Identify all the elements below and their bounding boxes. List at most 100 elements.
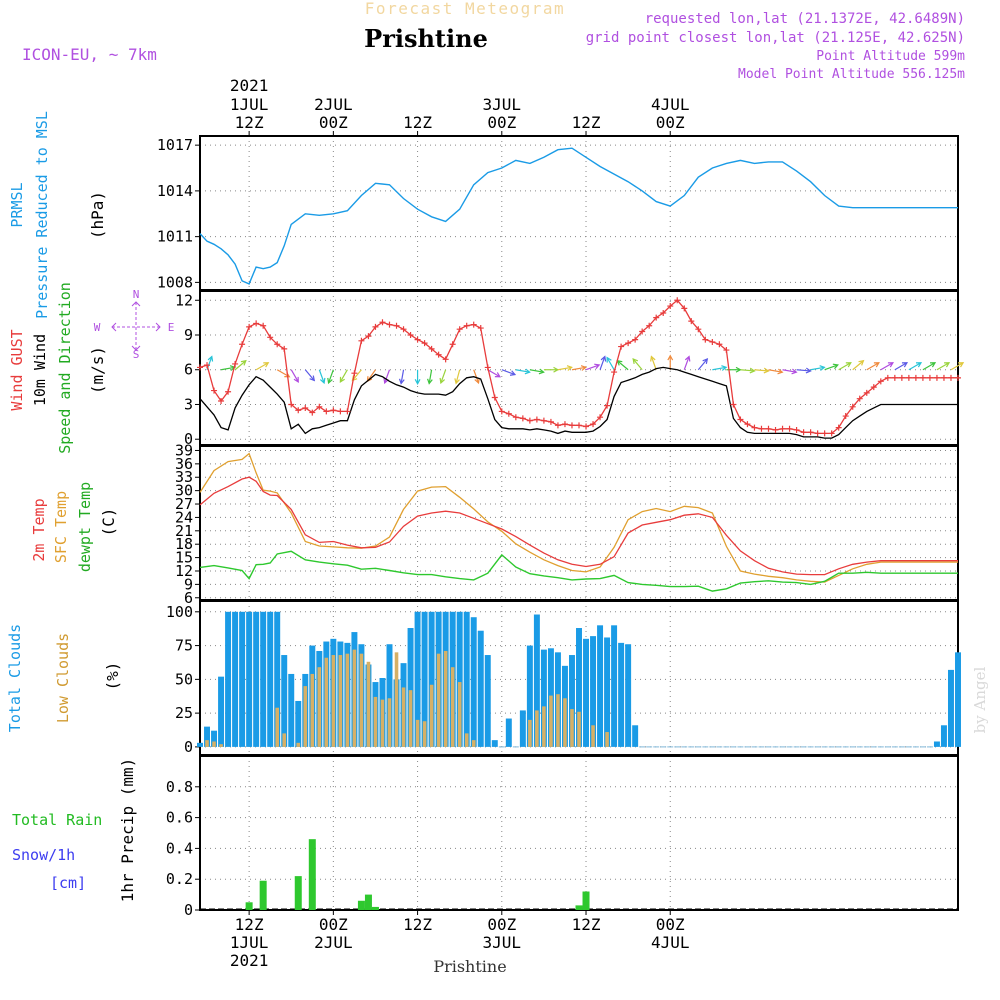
gust-marker (716, 341, 723, 348)
wind-unit: (m/s) (88, 346, 107, 394)
gust-marker (477, 325, 484, 332)
wind-arrow (950, 362, 965, 371)
total-cloud-bar (421, 611, 428, 747)
compass-s: S (133, 348, 140, 361)
low-cloud-bar (331, 655, 336, 747)
wind-arrow (543, 366, 560, 373)
low-cloud-bar (471, 740, 476, 747)
wind-arrow (557, 365, 573, 371)
total-cloud-bar (519, 710, 526, 747)
total-cloud-bar (260, 611, 267, 747)
gust-marker (800, 429, 807, 436)
temperature-ytick-label: 27 (175, 495, 193, 513)
gust-marker (955, 374, 961, 381)
wind-arrow (667, 354, 674, 370)
total-cloud-bar (568, 655, 575, 747)
gust-marker (365, 333, 372, 340)
rain-bar (259, 880, 267, 910)
rain-total-label: Total Rain (12, 811, 102, 829)
info-line-3: Point Altitude 599m (816, 49, 965, 64)
gust-marker (688, 318, 695, 325)
precip-ytick-label: 0.4 (166, 839, 193, 857)
gust-marker (772, 426, 779, 433)
top-axis-year: 2021 (230, 76, 269, 95)
precip-ytick-label: 0.8 (166, 778, 193, 796)
bottom-axis-year: 2021 (230, 951, 269, 970)
gust-marker (463, 322, 470, 329)
wind-arrow (838, 362, 852, 371)
wind-arrow (880, 362, 895, 371)
gust-marker (842, 413, 849, 420)
wind-ytick-label: 0 (184, 430, 193, 448)
wind-arrow (866, 362, 880, 371)
wind-arrow (414, 369, 421, 385)
wind-arrow (327, 369, 334, 385)
gust-marker (611, 369, 618, 376)
bottom-axis-date: 4JUL (651, 933, 690, 952)
gust-label: Wind GUST (8, 329, 26, 410)
low-cloud-bar (563, 698, 567, 747)
gust-marker (653, 314, 660, 321)
gust-marker (632, 336, 639, 343)
pressure-label-2: Pressure Reduced to MSL (33, 111, 51, 319)
total-cloud-bar (611, 625, 618, 747)
top-axis-hour: 00Z (656, 113, 685, 132)
wind-arrow (754, 367, 770, 374)
low-cloud-bar (345, 653, 350, 747)
total-cloud-bar (463, 611, 470, 747)
wind-arrow (616, 359, 629, 371)
wind-arrow (398, 369, 405, 385)
low-cloud-bar (549, 695, 553, 747)
temperature-ytick-label: 18 (175, 535, 193, 553)
gust-marker (239, 341, 246, 348)
wind-arrow (768, 368, 784, 375)
low-cloud-bar (394, 652, 399, 747)
total-cloud-bar (295, 700, 302, 747)
wind-arrow (936, 362, 951, 371)
gust-marker (863, 389, 870, 396)
gust-marker (870, 384, 877, 391)
top-axis-hour: 12Z (572, 113, 601, 132)
precip-ytick-label: 0 (184, 901, 193, 919)
temperature-ytick-label: 39 (175, 441, 193, 459)
wind-arrow (487, 369, 501, 378)
gust-marker (295, 407, 302, 414)
bottom-axis-hour: 00Z (319, 915, 348, 934)
total-cloud-bar (604, 637, 611, 747)
temperature-ytick-label: 36 (175, 455, 193, 473)
precip-ytick-label: 0.6 (166, 809, 193, 827)
wind-arrow (339, 369, 348, 383)
gust-marker (351, 370, 358, 377)
gust-marker (912, 374, 919, 381)
rain-bar (294, 876, 302, 910)
gust-marker (344, 408, 351, 415)
compass-w: W (94, 321, 101, 334)
wind-arrow (697, 358, 709, 371)
clouds-low-label: Low Clouds (54, 633, 72, 723)
wind-arrow (383, 369, 391, 385)
faded-title: Forecast Meteogram (365, 0, 565, 18)
total-cloud-bar (590, 636, 597, 747)
total-cloud-bar (267, 611, 274, 747)
total-cloud-bar (197, 742, 203, 747)
pressure-ytick-label: 1017 (157, 136, 193, 154)
total-cloud-bar (456, 611, 463, 747)
gust-marker (828, 430, 835, 437)
clouds-unit: (%) (103, 662, 122, 691)
rain-bar (308, 839, 316, 910)
gust-marker (674, 297, 681, 304)
gust-marker (414, 336, 421, 343)
gust-marker (856, 395, 863, 402)
low-cloud-bar (303, 686, 308, 747)
gust-marker (905, 374, 912, 381)
gust-marker (807, 429, 814, 436)
total-cloud-bar (940, 725, 947, 747)
gust-marker (386, 321, 393, 328)
wind-arrow (529, 368, 545, 375)
rain-bar (575, 905, 583, 910)
gust-marker (751, 424, 758, 431)
pressure-unit: (hPa) (88, 191, 107, 239)
gust-marker (779, 425, 786, 432)
info-line-1: requested lon,lat (21.1372E, 42.6489N) (645, 11, 965, 27)
low-cloud-bar (380, 699, 385, 747)
